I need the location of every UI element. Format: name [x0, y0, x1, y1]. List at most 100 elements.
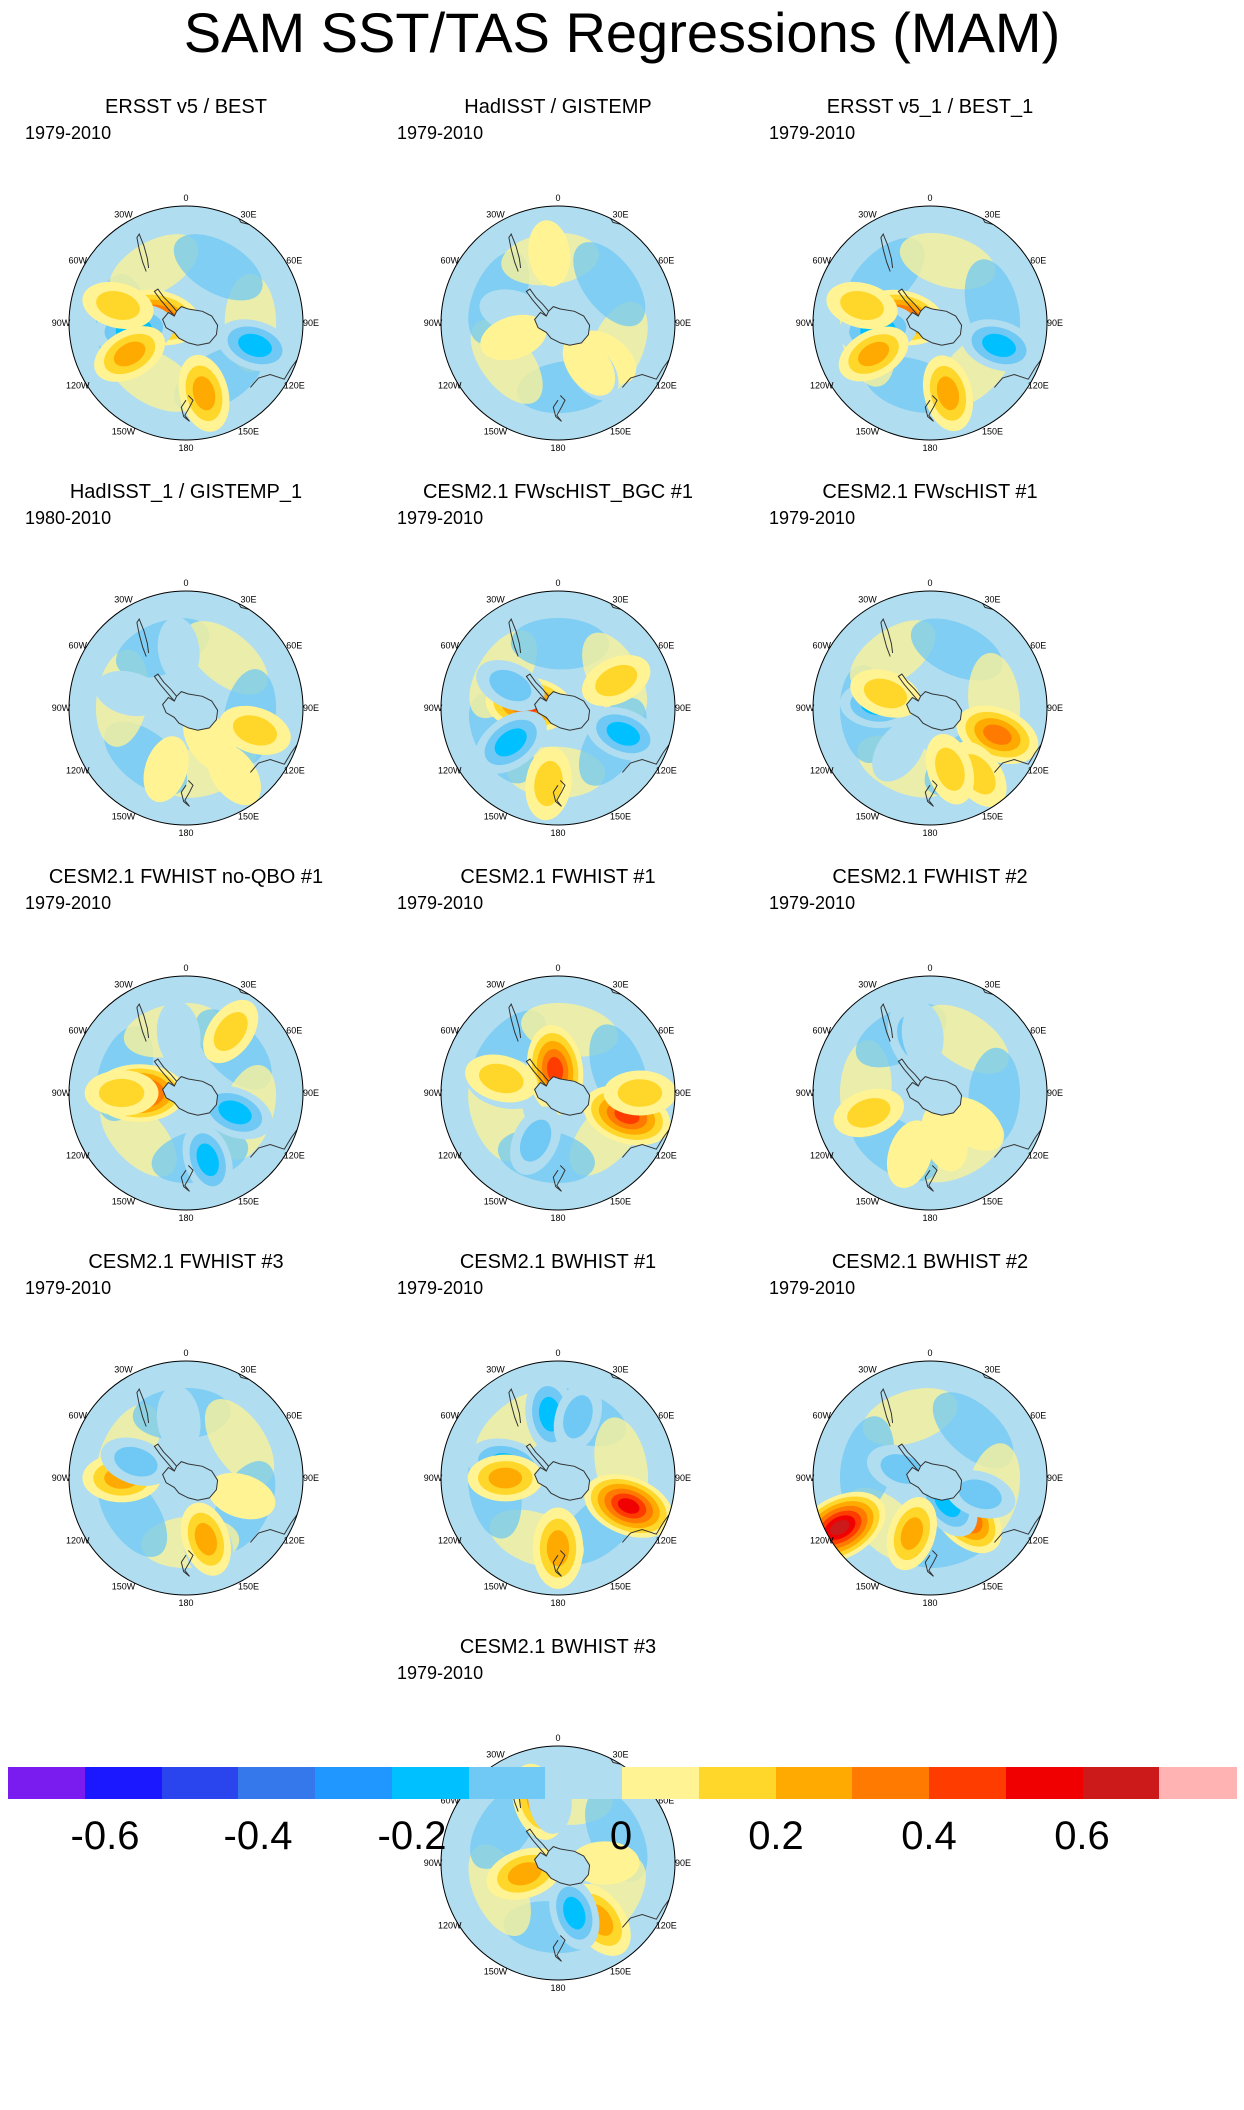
anomaly-contour — [194, 1522, 218, 1556]
longitude-label: 150W — [484, 1966, 508, 1976]
longitude-label: 90E — [675, 1473, 691, 1483]
longitude-label: 0 — [555, 1733, 560, 1743]
antarctica-outline — [906, 1461, 963, 1501]
anomaly-contour — [218, 1100, 252, 1125]
colorbar — [8, 1767, 1237, 1799]
colorbar-swatch — [545, 1767, 623, 1799]
panel-title: ERSST v5_1 / BEST_1 — [826, 96, 1034, 118]
longitude-label: 150E — [610, 1581, 631, 1591]
antarctica-outline — [162, 1076, 219, 1116]
longitude-label: 90E — [303, 703, 319, 713]
map-border — [68, 590, 304, 826]
anomaly-contour — [213, 1011, 248, 1052]
longitude-label: 60E — [658, 256, 674, 266]
map-border — [440, 590, 676, 826]
longitude-label: 180 — [550, 1213, 565, 1223]
colorbar-label: 0.2 — [748, 1814, 804, 1858]
longitude-label: 30W — [858, 595, 877, 605]
anomaly-contour — [617, 1498, 640, 1514]
polar-map: 0 30E 60E 90E 120E 150E 180 150W 120W 90W 60W 30W — [796, 1348, 1063, 1608]
new-zealand-outline — [924, 780, 938, 807]
longitude-label: 120E — [656, 1536, 677, 1546]
south-america-outline — [880, 618, 894, 657]
longitude-label: 180 — [550, 1983, 565, 1993]
antarctica-outline — [906, 691, 963, 731]
new-zealand-outline — [180, 1165, 194, 1192]
colorbar-swatch — [1159, 1767, 1237, 1799]
longitude-label: 180 — [550, 1598, 565, 1608]
panel-fwhist-noqbo-1: CESM2.1 FWHIST no-QBO #1 1979-2010 0 30E 6… — [0, 865, 372, 1245]
anomaly-contour — [114, 1446, 158, 1477]
period-label: 1979-2010 — [769, 123, 856, 143]
australia-outline — [250, 357, 299, 388]
longitude-label: 0 — [927, 963, 932, 973]
longitude-label: 90W — [52, 1088, 71, 1098]
longitude-label: 60E — [1030, 256, 1046, 266]
longitude-label: 90E — [1047, 318, 1063, 328]
colorbar-swatch — [391, 1767, 469, 1799]
antarctic-peninsula-outline — [525, 673, 549, 702]
longitude-label: 120W — [810, 1536, 834, 1546]
longitude-label: 90W — [52, 1473, 71, 1483]
longitude-label: 90W — [424, 1858, 443, 1868]
longitude-label: 0 — [555, 193, 560, 203]
antarctic-peninsula-outline — [525, 1828, 549, 1857]
longitude-label: 180 — [178, 1598, 193, 1608]
longitude-label: 180 — [178, 1213, 193, 1223]
australia-outline — [250, 1512, 299, 1543]
longitude-label: 30E — [612, 980, 628, 990]
panel-title: CESM2.1 BWHIST #2 — [831, 1251, 1029, 1273]
longitude-label: 90W — [424, 1088, 443, 1098]
anomaly-contour — [494, 728, 527, 757]
period-label: 1979-2010 — [25, 123, 112, 143]
polar-map: 0 30E 60E 90E 120E 150E 180 150W 120W 90W 60W 30W — [796, 193, 1063, 453]
antarctica-outline — [162, 1461, 219, 1501]
antarctica-outline — [162, 691, 219, 731]
longitude-label: 60E — [658, 1411, 674, 1421]
polar-map: 0 30E 60E 90E 120E 150E 180 150W 120W 90W 60W 30W — [52, 193, 319, 453]
longitude-label: 120E — [656, 1921, 677, 1931]
longitude-label: 150W — [484, 811, 508, 821]
antarctic-peninsula-outline — [153, 673, 177, 702]
longitude-label: 90E — [675, 1858, 691, 1868]
longitude-label: 90W — [52, 318, 71, 328]
longitude-label: 60W — [68, 1411, 87, 1421]
panel-hadisst-1-gistemp-1: HadISST_1 / GISTEMP_1 1980-2010 0 30E 60E 9… — [0, 480, 372, 860]
longitude-label: 90W — [424, 318, 443, 328]
new-zealand-outline — [180, 1550, 194, 1577]
longitude-label: 30W — [486, 1750, 505, 1760]
anomaly-contour — [983, 724, 1012, 745]
panel-fwhist-1: CESM2.1 FWHIST #1 1979-2010 0 30E 60E 90E 12… — [372, 865, 744, 1245]
longitude-label: 60E — [1030, 1026, 1046, 1036]
anomaly-contour — [96, 291, 140, 320]
anomaly-contour — [480, 314, 547, 361]
australia-outline — [250, 742, 299, 773]
panel-title: CESM2.1 FWscHIST #1 — [822, 481, 1038, 503]
new-zealand-outline — [924, 1165, 938, 1192]
polar-map: 0 30E 60E 90E 120E 150E 180 150W 120W 90W 60W 30W — [424, 963, 691, 1223]
longitude-label: 120E — [1028, 1536, 1049, 1546]
map-border — [812, 205, 1048, 441]
longitude-label: 180 — [922, 1598, 937, 1608]
antarctic-peninsula-outline — [897, 673, 921, 702]
longitude-label: 90W — [796, 1088, 815, 1098]
australia-outline — [994, 1512, 1043, 1543]
longitude-label: 0 — [555, 1348, 560, 1358]
anomaly-contour — [232, 715, 278, 746]
panel-title: CESM2.1 FWHIST #2 — [832, 866, 1028, 888]
longitude-label: 150W — [856, 1196, 880, 1206]
panel-title: HadISST / GISTEMP — [464, 96, 652, 118]
new-zealand-outline — [552, 1935, 566, 1962]
anomaly-contour — [157, 616, 200, 684]
longitude-label: 150E — [610, 426, 631, 436]
longitude-label: 150W — [112, 1581, 136, 1591]
longitude-label: 150E — [982, 1581, 1003, 1591]
longitude-label: 30W — [486, 980, 505, 990]
south-america-outline — [508, 618, 522, 657]
longitude-label: 150E — [982, 811, 1003, 821]
longitude-label: 90E — [1047, 703, 1063, 713]
longitude-label: 120W — [438, 1921, 462, 1931]
new-zealand-outline — [924, 1550, 938, 1577]
anomaly-band — [573, 242, 646, 327]
longitude-label: 60W — [440, 641, 459, 651]
